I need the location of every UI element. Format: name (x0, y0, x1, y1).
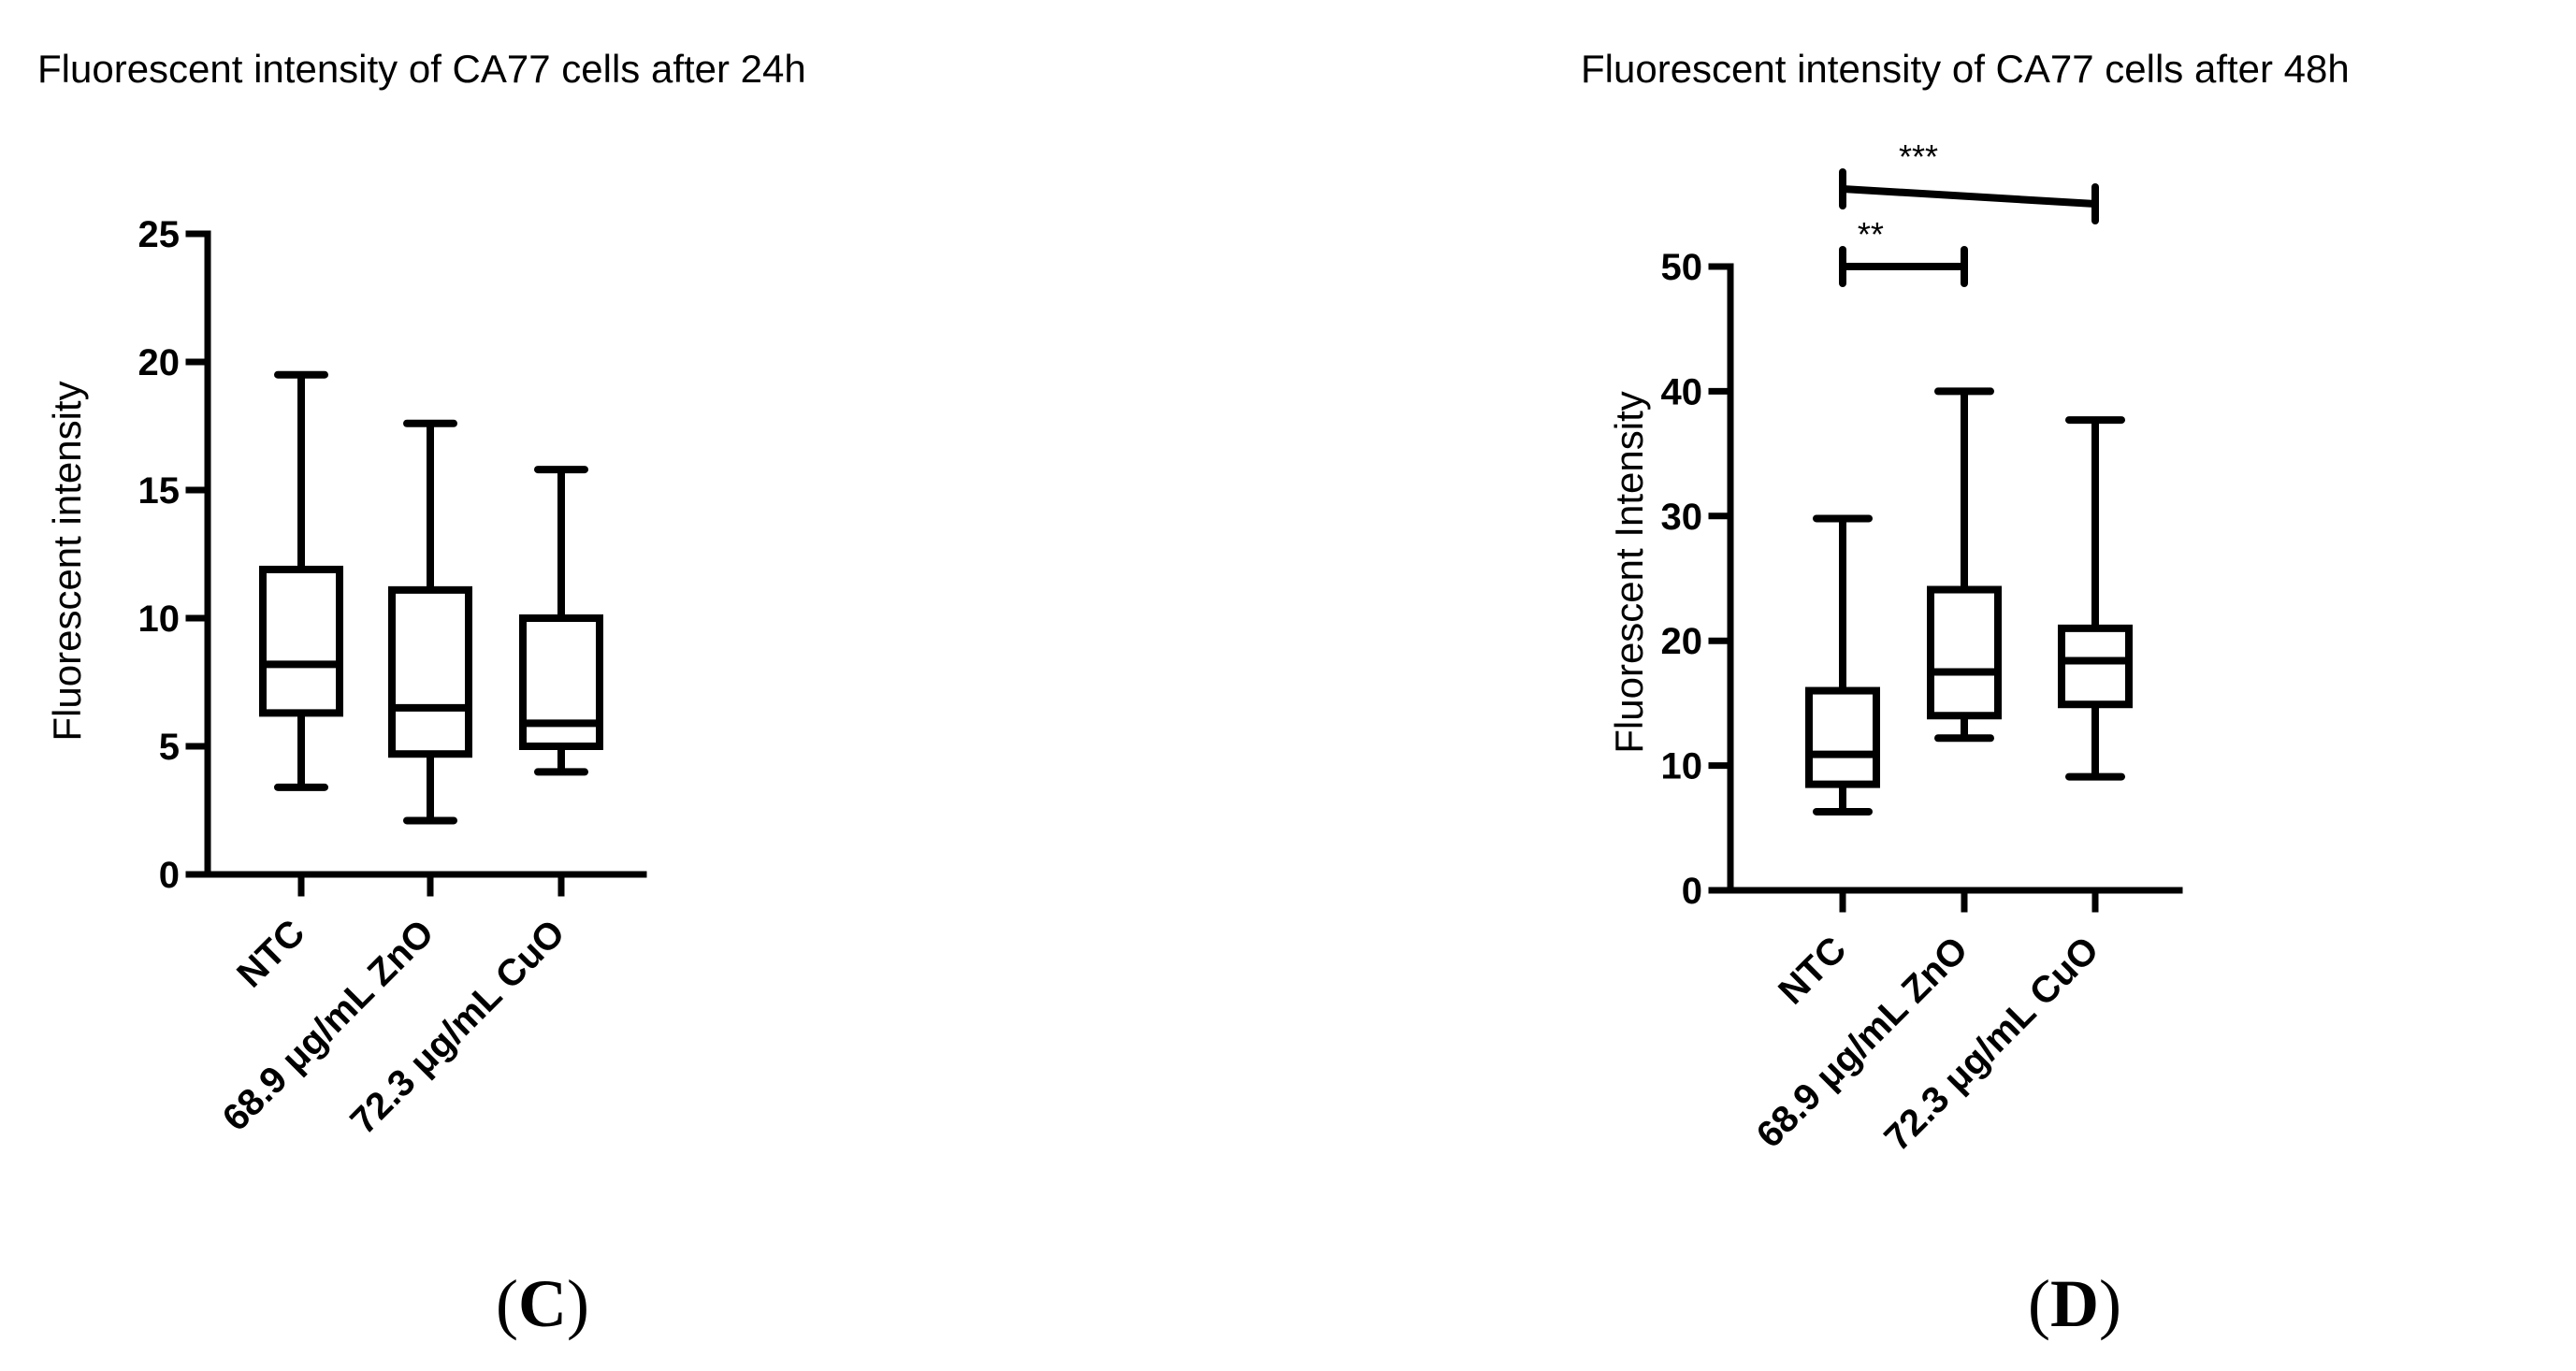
box-plot-2 (1927, 387, 2002, 743)
boxes-c (259, 370, 603, 825)
axes-d: 0 10 20 30 40 50 (1661, 247, 2183, 913)
y-axis-label-c: Fluorescent intensity (45, 381, 89, 741)
y-tick-label: 40 (1661, 371, 1703, 412)
boxes-d (1805, 387, 2133, 815)
y-tick-label: 0 (159, 855, 180, 896)
panel-d-chart: Fluorescent intensity of CA77 cells afte… (1581, 47, 2350, 1159)
box-plot-2 (388, 419, 472, 825)
panel-c-chart: Fluorescent intensity of CA77 cells afte… (37, 47, 806, 1142)
panel-label-c-letter: C (518, 1266, 567, 1341)
y-tick-label: 20 (1661, 621, 1703, 662)
iqr-box (519, 614, 603, 750)
bracket-bar (1839, 185, 2099, 208)
significance-brackets-d: ***** (1839, 137, 2099, 287)
significance-label: ** (1858, 215, 1884, 253)
y-tick-label: 10 (138, 599, 181, 640)
y-tick-label: 0 (1682, 871, 1702, 912)
chart-title-c: Fluorescent intensity of CA77 cells afte… (37, 47, 806, 91)
panel-label-c-open: ( (496, 1266, 518, 1341)
iqr-box (259, 565, 343, 717)
y-tick-label: 10 (1661, 746, 1703, 787)
panel-label-c: (C) (496, 1266, 589, 1341)
axes-c: 0 5 10 15 20 25 (138, 214, 647, 897)
panel-label-d-letter: D (2050, 1266, 2099, 1341)
significance-bracket: ** (1839, 215, 1968, 287)
panel-label-d-close: ) (2099, 1266, 2121, 1341)
y-tick-label: 50 (1661, 247, 1703, 288)
box-plot-1 (259, 370, 343, 791)
category-label: NTC (1771, 929, 1854, 1012)
significance-bracket: *** (1839, 137, 2099, 224)
iqr-box (2058, 624, 2133, 709)
significance-label: *** (1899, 137, 1938, 176)
y-tick-label: 15 (138, 470, 181, 512)
iqr-box (388, 585, 472, 758)
iqr-box (1927, 585, 2002, 720)
panel-label-d-open: ( (2028, 1266, 2050, 1341)
category-label: NTC (229, 912, 312, 995)
box-plot-1 (1805, 514, 1880, 815)
y-axis-label-d: Fluorescent Intensity (1607, 391, 1651, 754)
y-tick-label: 20 (138, 342, 181, 383)
iqr-box (1805, 686, 1880, 788)
y-tick-label: 30 (1661, 497, 1703, 538)
y-tick-label: 5 (159, 727, 180, 768)
chart-title-d: Fluorescent intensity of CA77 cells afte… (1581, 47, 2350, 91)
panel-label-d: (D) (2028, 1266, 2121, 1341)
box-plot-3 (2058, 416, 2133, 781)
box-plot-3 (519, 466, 603, 776)
panel-label-c-close: ) (567, 1266, 589, 1341)
y-tick-label: 25 (138, 214, 181, 255)
